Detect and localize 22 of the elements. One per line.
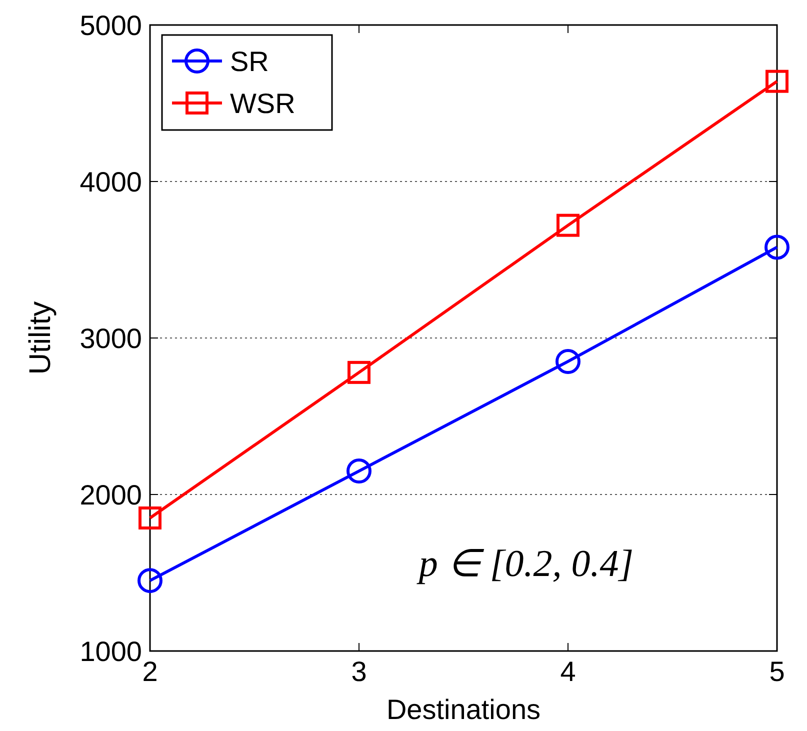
legend-label: WSR — [230, 88, 296, 119]
point — [346, 458, 372, 484]
x-tick-label: 3 — [351, 656, 367, 687]
point — [348, 360, 370, 384]
point — [764, 234, 790, 260]
point — [556, 348, 580, 374]
point — [766, 70, 788, 93]
y-axis-title: Utility — [24, 301, 57, 375]
y-tick-label: 1000 — [80, 636, 142, 667]
x-axis-title: Destinations — [386, 694, 541, 725]
x-tick-label: 2 — [142, 656, 158, 687]
x-tick-label: 4 — [560, 656, 576, 687]
legend-label: SR — [230, 46, 269, 77]
x-tick-label: 5 — [769, 656, 785, 687]
y-tick-label: 4000 — [80, 166, 142, 198]
point — [138, 568, 162, 594]
point — [556, 214, 580, 237]
y-tick-label: 5000 — [80, 10, 142, 41]
y-tick-label: 3000 — [80, 322, 142, 354]
annotation: p ∈ [0.2, 0.4] — [416, 542, 634, 585]
point — [138, 506, 162, 530]
y-tick-label: 2000 — [80, 479, 142, 510]
